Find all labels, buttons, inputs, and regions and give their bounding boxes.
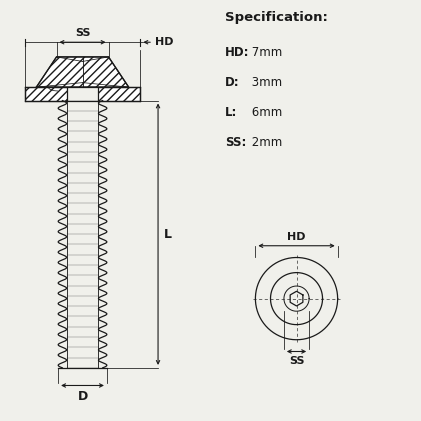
Text: L: L (164, 228, 172, 241)
Text: HD: HD (287, 232, 306, 242)
Bar (24, 87, 67, 101)
Text: HD: HD (155, 37, 173, 47)
Text: 3mm: 3mm (248, 76, 282, 89)
Text: Specification:: Specification: (225, 11, 328, 24)
Text: L:: L: (225, 106, 237, 119)
Text: D:: D: (225, 76, 240, 89)
Text: D: D (77, 390, 88, 402)
Bar (99, 87, 141, 101)
Text: HD:: HD: (225, 45, 250, 59)
Text: 7mm: 7mm (248, 45, 282, 59)
Text: SS: SS (75, 28, 90, 38)
Text: SS: SS (289, 356, 304, 366)
Polygon shape (36, 57, 129, 87)
Text: 6mm: 6mm (248, 106, 282, 119)
Text: 2mm: 2mm (248, 136, 282, 149)
Text: SS:: SS: (225, 136, 247, 149)
